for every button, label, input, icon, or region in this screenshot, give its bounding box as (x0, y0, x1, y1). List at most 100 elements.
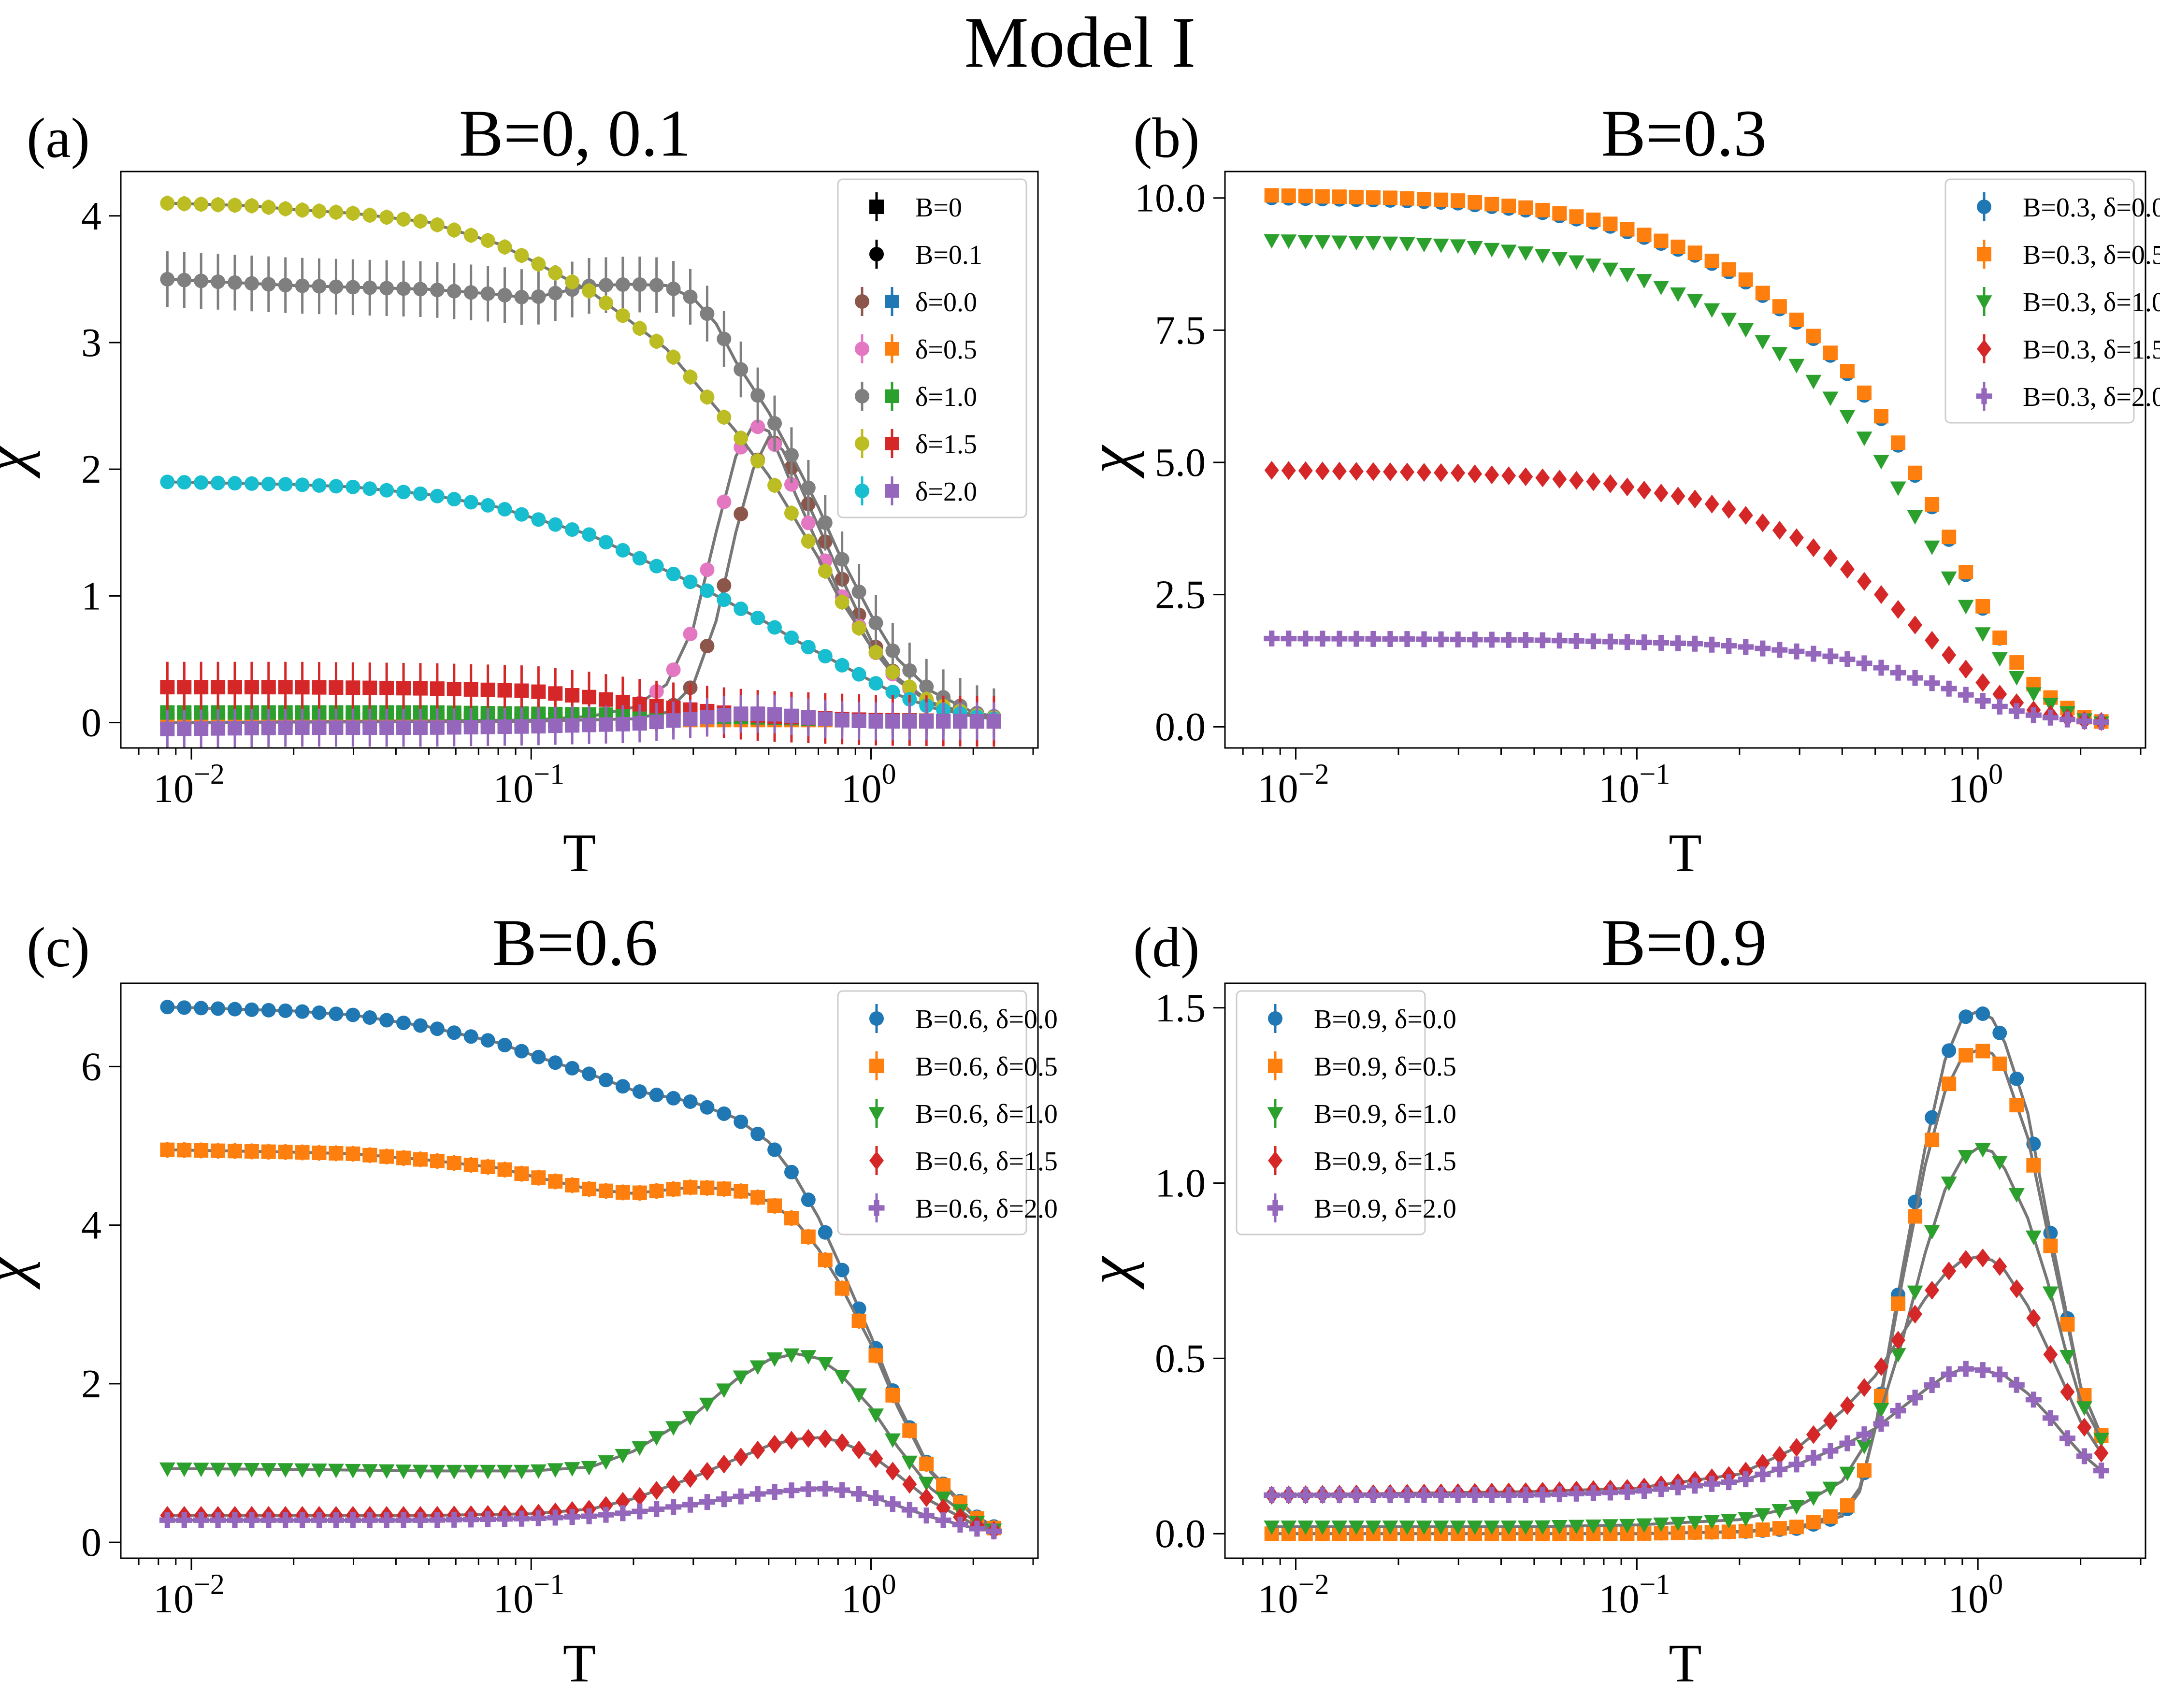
data-point (1891, 1331, 1906, 1350)
data-point (750, 453, 765, 468)
data-point (1806, 329, 1821, 344)
data-point (413, 486, 428, 501)
data-point (615, 1505, 631, 1521)
data-point (598, 1183, 613, 1198)
data-point (211, 475, 226, 490)
data-point (1670, 635, 1686, 651)
data-point (581, 1461, 597, 1476)
legend-entry: B=0.9, δ=2.0 (1267, 1193, 1456, 1224)
data-point (497, 1464, 513, 1479)
data-point (1602, 262, 1618, 277)
data-point (1636, 274, 1653, 289)
data-point (699, 1494, 715, 1510)
data-point (801, 1192, 816, 1207)
panel-label: (b) (1133, 106, 1200, 170)
data-point (1264, 460, 1279, 480)
legend-label: B=0 (915, 193, 962, 223)
data-point (986, 1523, 1002, 1539)
data-point (194, 1001, 209, 1016)
data-point (177, 1000, 192, 1015)
data-point (851, 1313, 866, 1328)
data-point (362, 481, 377, 496)
data-point (1738, 323, 1754, 338)
data-point (2076, 1401, 2092, 1416)
legend-label: B=0.1 (915, 240, 982, 270)
data-point (649, 1481, 664, 1500)
data-point (396, 720, 411, 735)
data-point (278, 201, 293, 216)
data-point (1925, 1280, 1940, 1300)
data-point (750, 1440, 765, 1460)
data-point (1637, 228, 1652, 243)
data-point (1857, 1463, 1872, 1478)
data-point (1314, 1520, 1331, 1535)
data-point (1806, 1515, 1821, 1530)
data-point (260, 1463, 277, 1478)
data-point (1907, 670, 1923, 686)
data-point (1958, 565, 1973, 580)
data-point (2042, 709, 2059, 726)
data-point (1399, 1487, 1415, 1503)
legend-entry: B=0.6, δ=1.5 (869, 1146, 1058, 1177)
legend-entry: B=0.9, δ=1.5 (1268, 1146, 1456, 1177)
data-point (395, 1512, 412, 1528)
data-point (1822, 1443, 1839, 1459)
data-point (615, 1079, 630, 1094)
data-point (565, 522, 580, 537)
legend-entry: B=0 (869, 192, 962, 223)
panel-a: (a) B=0, 0.1 10−2 10−1 100 0 1 2 3 4 Tχ B=0 B=0.1 δ=0… (0, 96, 1039, 883)
legend-entry: B=0.1 (869, 240, 982, 270)
data-point (598, 1496, 613, 1515)
data-point (480, 719, 495, 734)
data-point (1924, 675, 1940, 691)
legend-marker (869, 1011, 884, 1026)
data-point (867, 1490, 884, 1507)
data-point (1992, 685, 2007, 704)
data-point (1924, 540, 1940, 555)
series (1264, 234, 2110, 731)
data-point (1534, 632, 1551, 648)
data-point (260, 1512, 277, 1528)
data-point (177, 273, 192, 287)
data-point (817, 1480, 834, 1497)
data-point (632, 1503, 648, 1520)
data-point (547, 1509, 563, 1526)
y-tick-label: 2 (81, 1362, 101, 1407)
legend-label: B=0.3, δ=0.5 (2023, 240, 2160, 270)
legend-marker (1977, 339, 1991, 359)
data-point (1551, 1520, 1568, 1535)
data-point (1500, 632, 1517, 648)
data-point (750, 419, 765, 434)
data-point (312, 279, 327, 294)
data-point (1568, 1520, 1584, 1535)
panel-label: (d) (1133, 916, 1200, 979)
data-point (1670, 487, 1685, 506)
data-point (582, 527, 597, 542)
data-point (1942, 1076, 1957, 1091)
data-point (835, 1281, 850, 1296)
data-point (1789, 312, 1804, 327)
data-point (1416, 1520, 1432, 1535)
data-point (818, 1225, 833, 1240)
data-point (1348, 631, 1365, 647)
data-point (346, 720, 360, 735)
data-point (261, 277, 276, 292)
data-point (700, 1462, 715, 1481)
data-point (514, 719, 529, 734)
x-tick-label: 10−2 (153, 1568, 225, 1622)
data-point (463, 285, 478, 300)
y-axis-label: χ (1075, 445, 1145, 479)
data-point (1314, 1487, 1331, 1503)
data-point (378, 1512, 395, 1528)
data-point (818, 649, 833, 664)
data-point (211, 680, 226, 695)
data-point (818, 1252, 833, 1267)
y-tick-label: 4 (81, 194, 101, 239)
data-point (885, 714, 900, 729)
data-point (396, 1150, 411, 1165)
data-point (244, 1144, 259, 1159)
panel-title: B=0.3 (1601, 96, 1767, 170)
data-point (582, 718, 597, 732)
data-point (329, 1146, 344, 1161)
y-tick-label: 2.5 (1155, 573, 1206, 617)
